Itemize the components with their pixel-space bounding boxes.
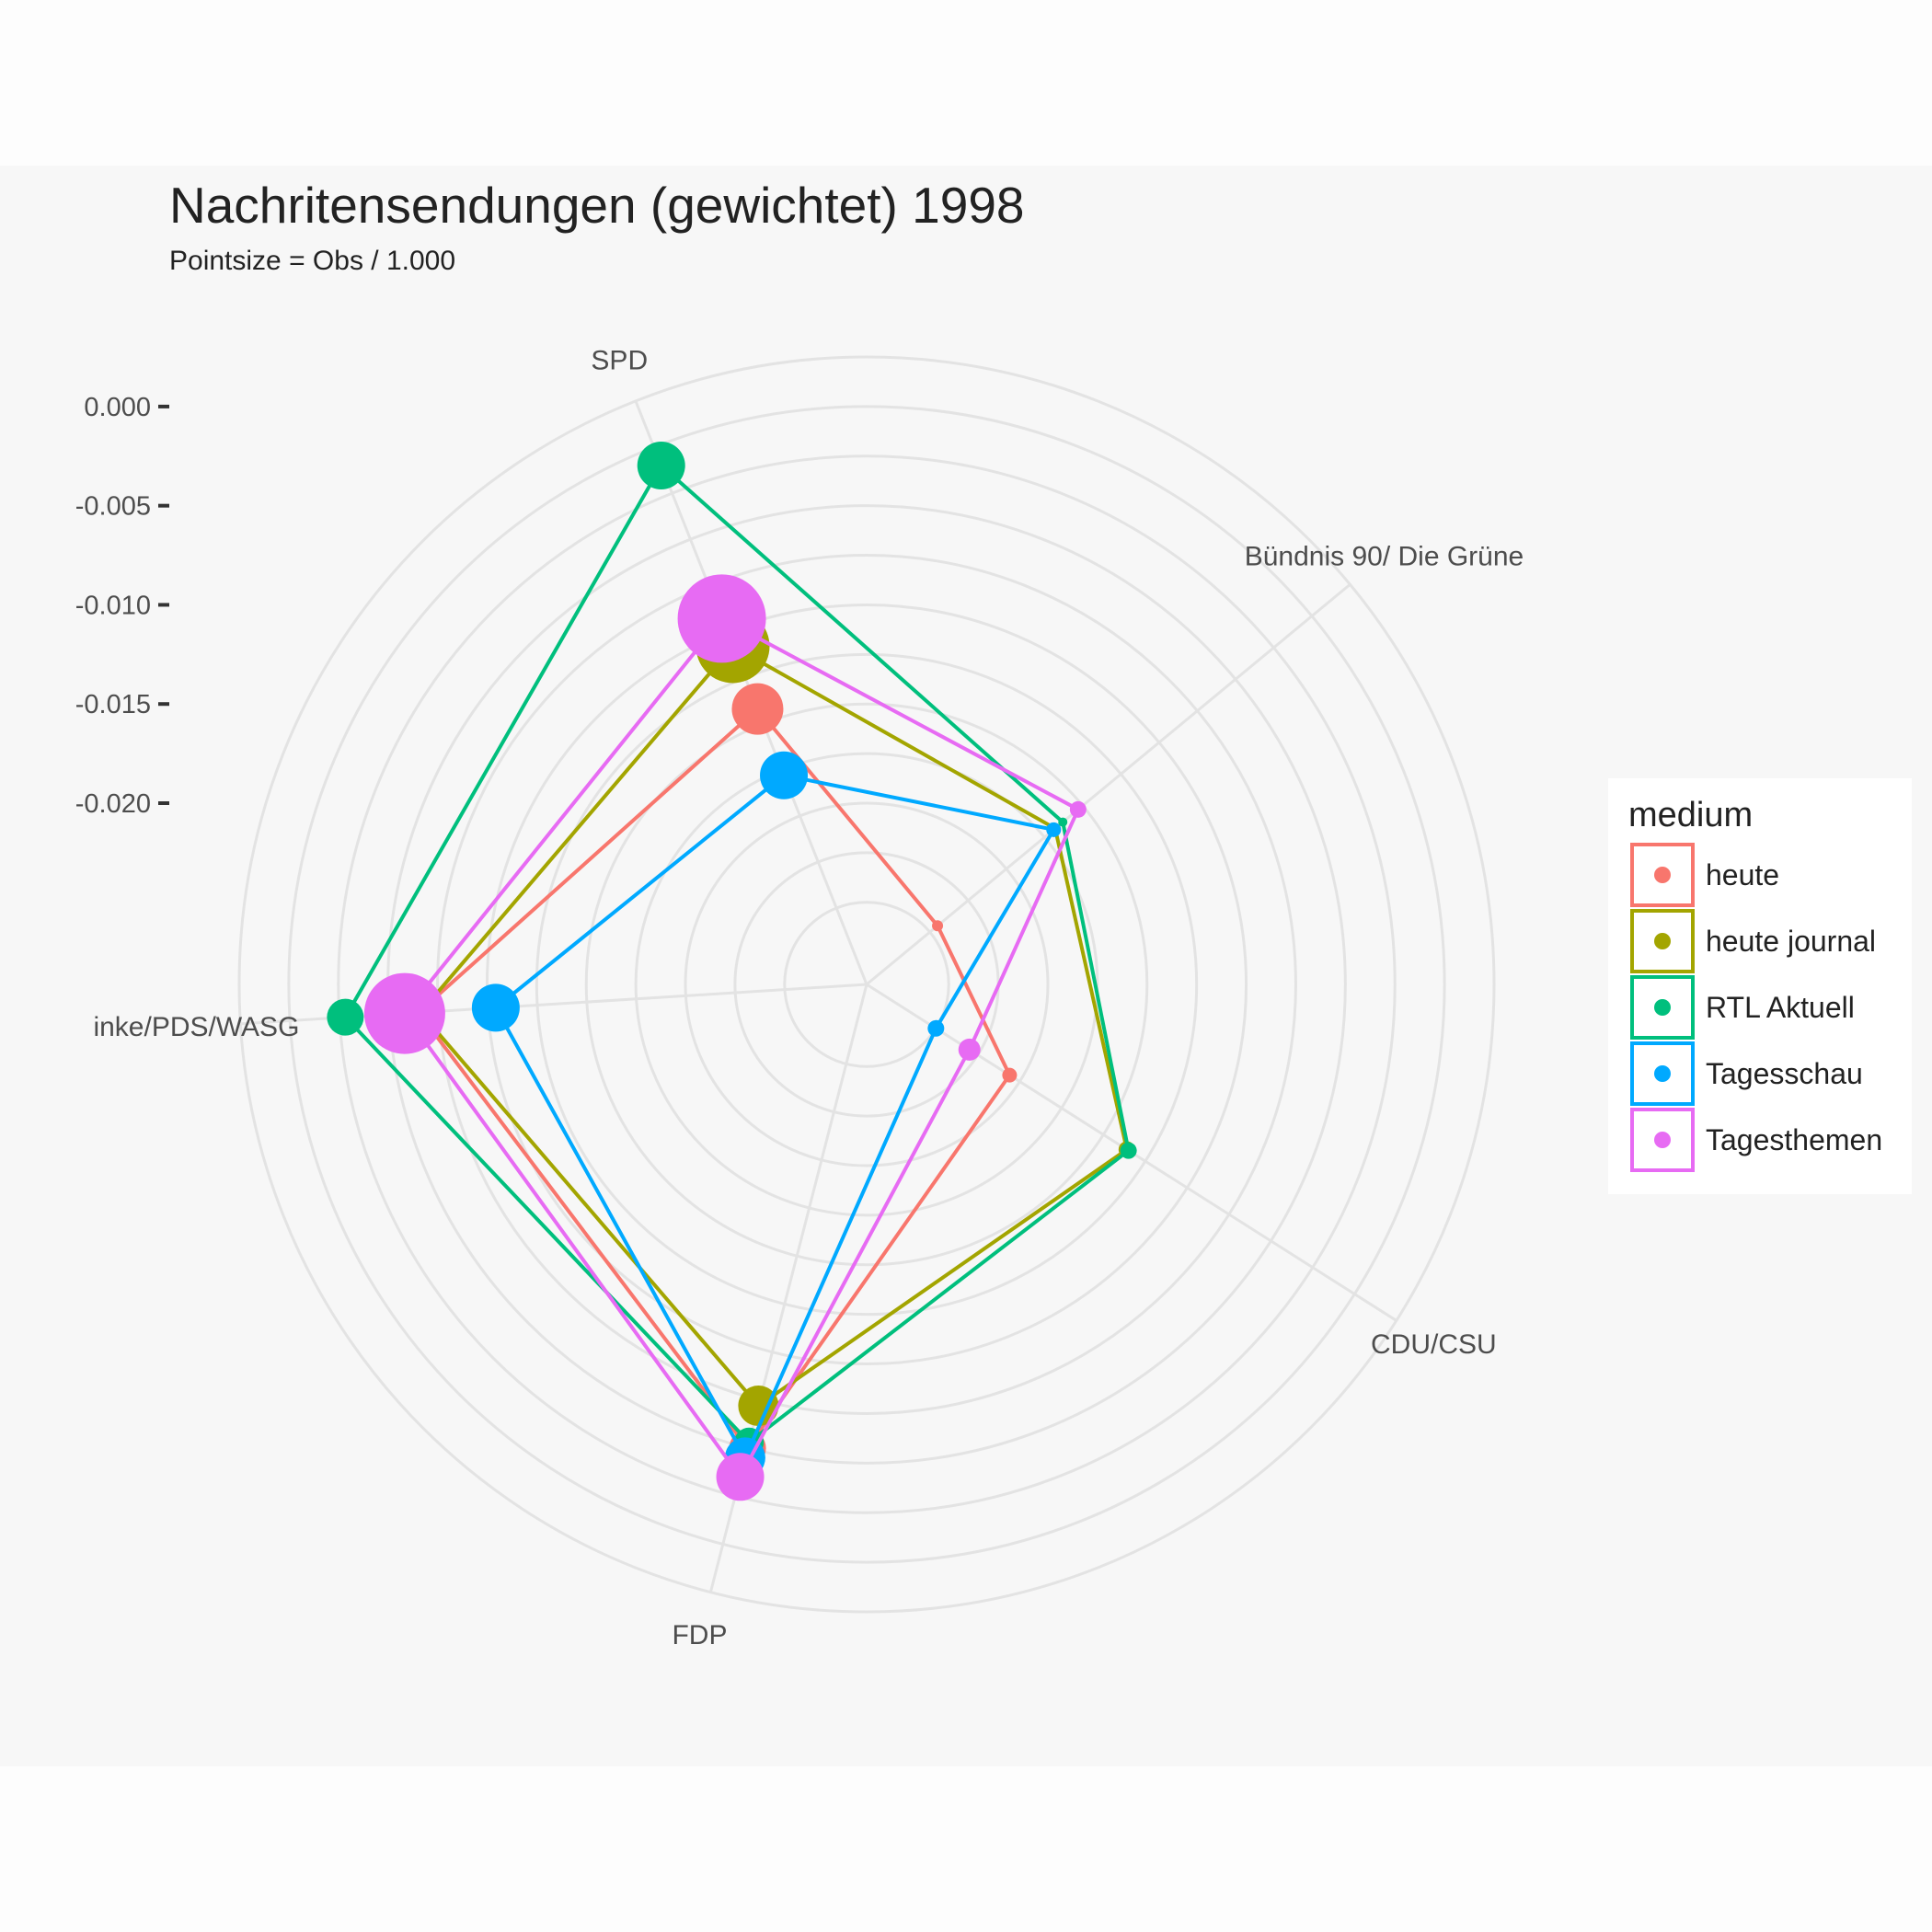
grid-circle bbox=[684, 801, 1050, 1167]
radial-tick-label: -0.020 bbox=[75, 789, 151, 819]
series-line bbox=[418, 643, 1130, 1409]
series-tagesschau bbox=[471, 751, 1062, 1478]
legend-title: medium bbox=[1628, 796, 1753, 834]
data-point bbox=[932, 920, 944, 932]
grid-circle bbox=[237, 355, 1496, 1614]
legend-key-dot bbox=[1654, 999, 1671, 1016]
data-point bbox=[1058, 817, 1068, 827]
legend-key-box bbox=[1630, 843, 1695, 907]
radial-axis: 0.000 -0.005 -0.010 -0.015 -0.020 bbox=[75, 393, 169, 819]
data-point bbox=[1069, 800, 1087, 818]
chart-title: Nachritensendungen (gewichtet) 1998 bbox=[169, 177, 1025, 234]
data-point bbox=[1120, 1142, 1137, 1159]
legend-label: heute bbox=[1706, 858, 1779, 891]
axis-label: CDU/CSU bbox=[1371, 1329, 1497, 1360]
data-point bbox=[677, 574, 766, 663]
series-tagesthemen bbox=[363, 574, 1087, 1501]
legend-key-dot bbox=[1654, 867, 1671, 883]
series-line bbox=[416, 706, 1012, 1452]
series-line bbox=[493, 773, 1057, 1462]
legend-key-dot bbox=[1654, 1132, 1671, 1148]
grid-spoke bbox=[866, 583, 1351, 986]
series-line bbox=[342, 462, 1131, 1445]
data-point bbox=[327, 998, 364, 1036]
grid-circle bbox=[783, 901, 950, 1068]
data-point bbox=[1002, 1067, 1018, 1083]
data-point bbox=[637, 442, 685, 490]
data-point bbox=[927, 1019, 945, 1037]
radial-tick-label: -0.005 bbox=[75, 492, 151, 522]
chart-subtitle: Pointsize = Obs / 1.000 bbox=[169, 246, 455, 276]
legend-label: Tagesthemen bbox=[1706, 1123, 1882, 1156]
data-point bbox=[1046, 822, 1062, 837]
legend-label: heute journal bbox=[1706, 925, 1876, 958]
grid-circle bbox=[485, 603, 1248, 1366]
series-rtl-aktuell bbox=[327, 442, 1137, 1457]
legend-label: Tagesschau bbox=[1706, 1057, 1863, 1090]
data-point bbox=[471, 983, 520, 1032]
series bbox=[327, 442, 1137, 1501]
axis-label: FDP bbox=[672, 1620, 727, 1650]
grid-circle bbox=[584, 702, 1149, 1267]
data-point bbox=[731, 683, 784, 735]
grid-circle bbox=[436, 554, 1297, 1415]
series-line bbox=[402, 615, 1081, 1481]
data-point bbox=[738, 1386, 779, 1427]
data-point bbox=[363, 972, 445, 1054]
legend-key-dot bbox=[1654, 933, 1671, 949]
grid-circle bbox=[287, 405, 1446, 1564]
radial-tick-label: 0.000 bbox=[84, 393, 151, 422]
legend-label: RTL Aktuell bbox=[1706, 991, 1855, 1024]
data-point bbox=[716, 1453, 765, 1501]
radial-tick-label: -0.010 bbox=[75, 591, 151, 620]
axis-label: SPD bbox=[591, 345, 648, 375]
axis-label: Bündnis 90/ Die Grüne bbox=[1245, 542, 1524, 572]
radial-tick-label: -0.015 bbox=[75, 690, 151, 719]
series-heute bbox=[394, 683, 1018, 1466]
data-point bbox=[760, 751, 809, 799]
grid-circle bbox=[337, 454, 1397, 1514]
legend: medium heute heute journal RTL Aktuell Tage… bbox=[1608, 778, 1912, 1194]
data-point bbox=[958, 1038, 981, 1061]
legend-key-dot bbox=[1654, 1065, 1671, 1082]
grid-circle bbox=[535, 652, 1199, 1317]
category-axis-labels: SPD Bündnis 90/ Die Grüne CDU/CSU FDP inke/P… bbox=[93, 345, 1524, 1650]
grid-circle bbox=[634, 752, 1099, 1217]
axis-label: inke/PDS/WASG bbox=[93, 1012, 299, 1042]
